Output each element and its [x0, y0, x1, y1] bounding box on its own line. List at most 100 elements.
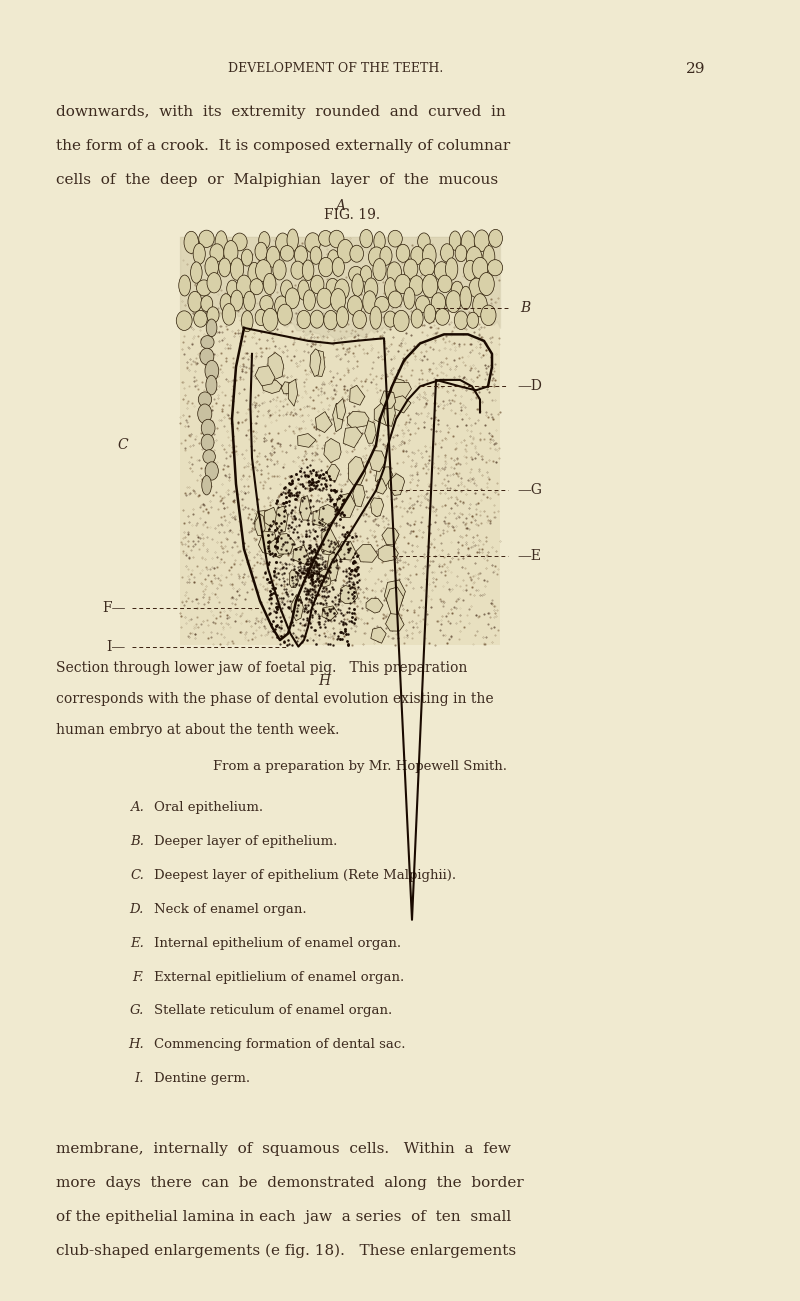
Ellipse shape	[318, 258, 333, 277]
Ellipse shape	[260, 295, 274, 311]
Ellipse shape	[330, 289, 346, 311]
Ellipse shape	[463, 260, 477, 281]
Polygon shape	[258, 531, 278, 554]
Ellipse shape	[466, 247, 482, 269]
Polygon shape	[310, 349, 321, 376]
Ellipse shape	[242, 311, 253, 332]
Text: Oral epithelium.: Oral epithelium.	[154, 801, 262, 814]
Ellipse shape	[473, 294, 487, 317]
Ellipse shape	[350, 245, 363, 263]
Text: E.: E.	[130, 937, 144, 950]
Ellipse shape	[200, 349, 214, 364]
Ellipse shape	[201, 435, 214, 450]
Ellipse shape	[184, 232, 198, 254]
Ellipse shape	[446, 290, 461, 312]
Text: A.: A.	[130, 801, 144, 814]
Polygon shape	[356, 544, 378, 562]
Ellipse shape	[190, 262, 202, 284]
Text: I—: I—	[106, 640, 126, 653]
Ellipse shape	[298, 280, 310, 301]
Ellipse shape	[404, 288, 415, 310]
Text: B.: B.	[130, 835, 144, 848]
Ellipse shape	[385, 277, 396, 299]
Ellipse shape	[396, 245, 410, 263]
Polygon shape	[380, 390, 396, 409]
Polygon shape	[366, 598, 383, 613]
Ellipse shape	[438, 276, 452, 293]
Ellipse shape	[273, 260, 286, 280]
Ellipse shape	[198, 392, 212, 407]
Polygon shape	[336, 398, 346, 420]
Ellipse shape	[224, 241, 238, 264]
Polygon shape	[275, 506, 288, 532]
Ellipse shape	[218, 258, 230, 277]
Ellipse shape	[206, 319, 217, 337]
Text: —G: —G	[518, 484, 542, 497]
Ellipse shape	[318, 230, 333, 246]
Ellipse shape	[317, 289, 332, 308]
Ellipse shape	[287, 229, 298, 251]
Ellipse shape	[202, 476, 211, 494]
Ellipse shape	[374, 297, 389, 312]
Ellipse shape	[281, 280, 293, 298]
Ellipse shape	[226, 280, 238, 297]
Ellipse shape	[384, 311, 397, 327]
Text: C: C	[118, 438, 128, 451]
Ellipse shape	[418, 233, 430, 251]
Polygon shape	[369, 450, 386, 472]
Ellipse shape	[394, 311, 409, 332]
Ellipse shape	[248, 263, 261, 286]
Text: A: A	[335, 199, 345, 213]
Polygon shape	[382, 528, 399, 545]
Ellipse shape	[362, 291, 377, 314]
Ellipse shape	[178, 275, 190, 295]
Polygon shape	[326, 464, 339, 481]
Ellipse shape	[215, 230, 227, 254]
Ellipse shape	[404, 259, 418, 278]
Ellipse shape	[422, 245, 436, 267]
Ellipse shape	[198, 405, 212, 423]
Polygon shape	[293, 545, 310, 565]
Ellipse shape	[302, 260, 314, 281]
Ellipse shape	[176, 311, 192, 330]
Ellipse shape	[411, 310, 423, 328]
Polygon shape	[282, 381, 292, 394]
Text: DEVELOPMENT OF THE TEETH.: DEVELOPMENT OF THE TEETH.	[228, 62, 444, 75]
Ellipse shape	[369, 247, 385, 267]
Polygon shape	[353, 484, 365, 507]
Text: club-shaped enlargements (e fig. 18).   These enlargements: club-shaped enlargements (e fig. 18). Th…	[56, 1244, 516, 1258]
Ellipse shape	[388, 230, 402, 247]
Ellipse shape	[237, 275, 252, 298]
Ellipse shape	[198, 230, 214, 247]
Ellipse shape	[202, 419, 215, 437]
Polygon shape	[322, 528, 338, 553]
Ellipse shape	[431, 293, 446, 312]
Ellipse shape	[310, 310, 324, 328]
Ellipse shape	[297, 311, 310, 329]
Ellipse shape	[243, 291, 255, 311]
Text: 29: 29	[686, 62, 706, 77]
Ellipse shape	[415, 295, 430, 312]
Polygon shape	[318, 570, 332, 587]
Ellipse shape	[230, 258, 244, 280]
Ellipse shape	[193, 243, 206, 264]
Polygon shape	[393, 379, 406, 403]
Text: External epitlielium of enamel organ.: External epitlielium of enamel organ.	[154, 971, 404, 984]
Text: Section through lower jaw of foetal pig.   This preparation: Section through lower jaw of foetal pig.…	[56, 661, 467, 675]
Polygon shape	[341, 585, 358, 604]
Polygon shape	[336, 493, 355, 518]
Polygon shape	[386, 611, 404, 631]
Polygon shape	[337, 541, 356, 561]
Ellipse shape	[450, 232, 461, 250]
Ellipse shape	[303, 290, 315, 311]
Polygon shape	[314, 350, 325, 376]
Polygon shape	[365, 420, 376, 444]
Ellipse shape	[374, 232, 386, 251]
Ellipse shape	[435, 308, 450, 325]
Ellipse shape	[222, 303, 235, 325]
Ellipse shape	[262, 308, 278, 332]
Ellipse shape	[419, 259, 434, 276]
Ellipse shape	[327, 250, 339, 268]
Ellipse shape	[387, 262, 402, 284]
Text: G.: G.	[130, 1004, 144, 1017]
